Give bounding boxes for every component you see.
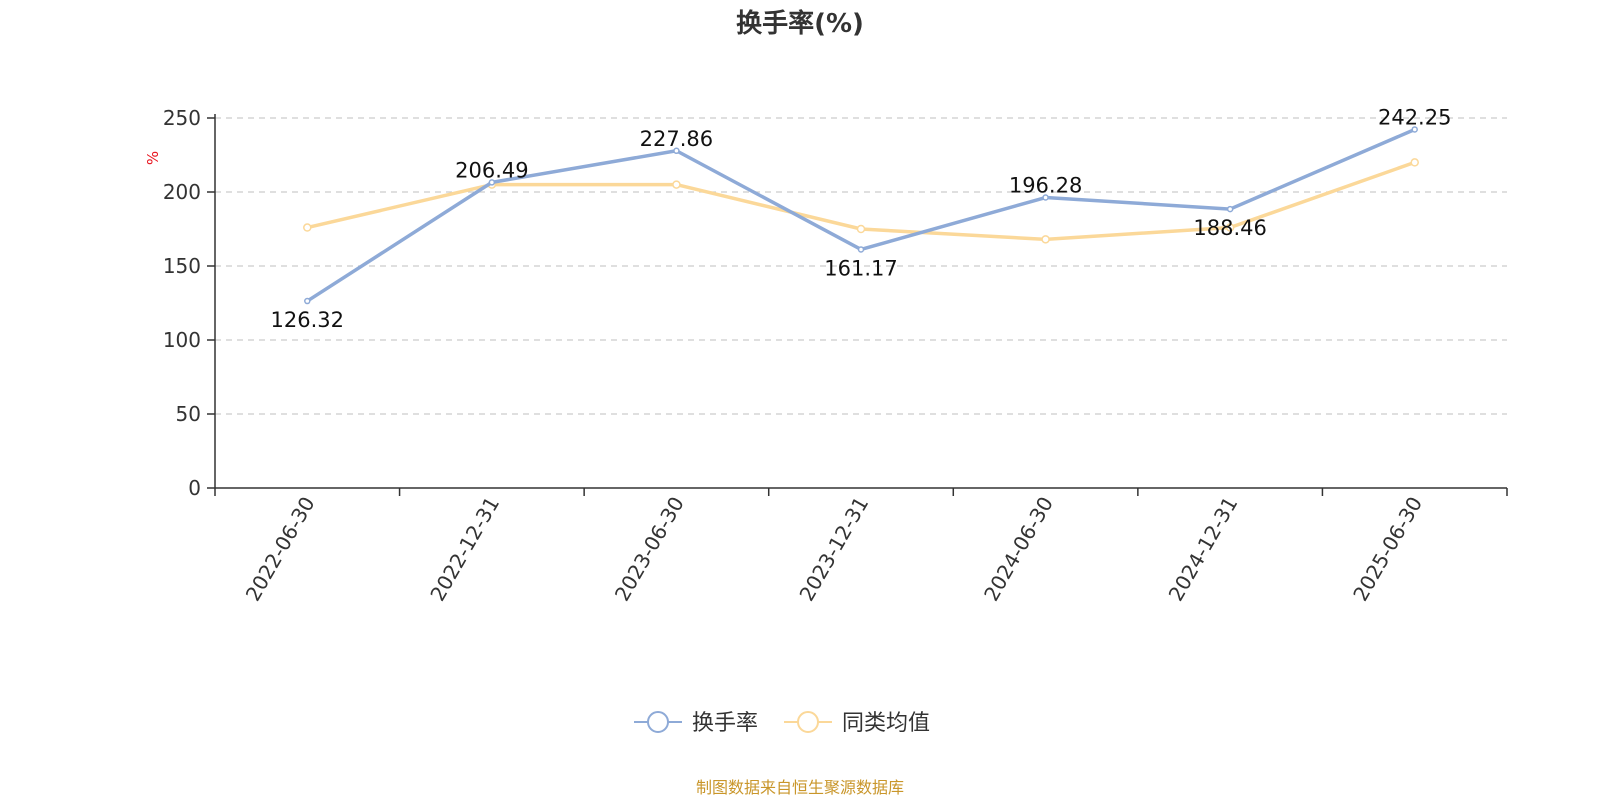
data-label: 206.49 [455,158,528,182]
y-tick-label: 100 [163,328,201,352]
data-label: 161.17 [824,256,897,280]
data-point [488,179,496,186]
x-tick-label: 2023-12-31 [794,493,873,606]
series-lines [303,126,1419,305]
data-label: 188.46 [1193,216,1266,240]
y-tick-label: 50 [176,402,201,426]
y-tick-label: 150 [163,254,201,278]
legend-item[interactable]: 同类均值 [784,711,930,736]
data-labels: 126.32 206.49 227.86 161.17 196.28 188.46 242.… [271,105,1452,332]
legend-label: 换手率 [692,711,758,736]
legend-marker [647,711,669,733]
data-point [304,297,311,305]
y-axis-unit-label: % [144,151,162,165]
x-tick-label: 2022-12-31 [425,493,504,606]
data-point [857,246,865,253]
legend-item[interactable]: 换手率 [634,711,758,736]
data-label: 227.86 [640,127,713,151]
source-note: 制图数据来自恒生聚源数据库 [696,778,904,797]
data-point [1042,194,1049,201]
data-point [673,147,680,155]
x-tick-label: 2024-12-31 [1164,493,1243,606]
data-label: 196.28 [1009,174,1082,198]
y-tick-label: 0 [188,476,201,500]
data-label: 242.25 [1378,105,1451,129]
legend-label: 同类均值 [842,711,930,736]
legend[interactable]: 换手率 同类均值 [634,711,930,736]
data-point [1041,235,1050,244]
y-tick-label: 250 [163,106,201,130]
data-point [856,224,866,234]
axes: 0 50 100 150 200 250 2022-06-30 2022-12-31 2023-… [163,106,1508,606]
data-point [672,180,681,189]
chart-title: 换手率(%) [736,8,864,39]
x-tick-label: 2022-06-30 [241,493,320,606]
data-point [1226,205,1234,213]
legend-marker [797,711,819,733]
data-point [1411,126,1418,133]
x-tick-label: 2024-06-30 [979,493,1058,606]
data-point [303,223,312,232]
y-tick-label: 200 [163,180,201,204]
data-label: 126.32 [271,308,344,332]
data-point [1410,158,1419,167]
x-tick-label: 2023-06-30 [610,493,689,606]
x-tick-label: 2025-06-30 [1348,493,1427,606]
data-point [1225,223,1235,232]
